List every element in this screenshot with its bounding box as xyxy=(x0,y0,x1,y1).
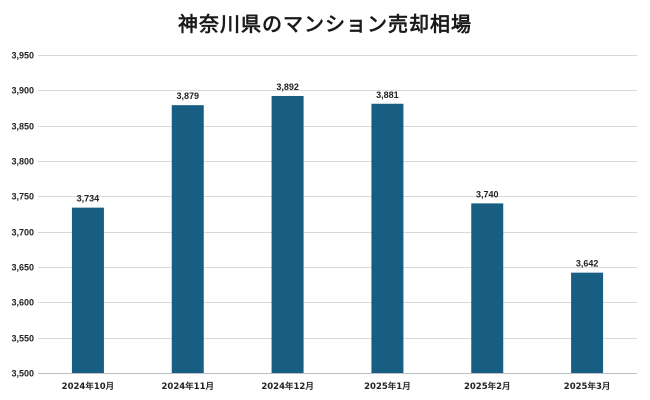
bar xyxy=(271,95,304,373)
data-label: 3,642 xyxy=(576,259,599,269)
y-tick-label: 3,650 xyxy=(11,263,34,273)
x-category-label: 2025年2月 xyxy=(464,381,511,392)
bar xyxy=(571,272,604,373)
y-tick-label: 3,500 xyxy=(11,369,34,379)
x-category-label: 2024年11月 xyxy=(162,381,215,392)
bar xyxy=(471,203,504,373)
y-tick-label: 3,750 xyxy=(11,192,34,202)
gridlines xyxy=(38,55,637,374)
data-labels: 3,734 3,879 3,892 3,881 3,740 3,642 xyxy=(77,82,599,269)
y-tick-label: 3,550 xyxy=(11,334,34,344)
bars xyxy=(71,95,604,373)
y-tick-label: 3,800 xyxy=(11,157,34,167)
data-label: 3,740 xyxy=(476,189,499,199)
x-category-label: 2024年12月 xyxy=(261,381,314,392)
bar xyxy=(71,207,104,373)
bar xyxy=(171,105,204,373)
y-tick-label: 3,700 xyxy=(11,228,34,238)
data-label: 3,734 xyxy=(77,194,100,204)
x-axis-category-labels: 2024年10月 2024年11月 2024年12月 2025年1月 2025年2月 20… xyxy=(62,381,611,392)
y-tick-label: 3,600 xyxy=(11,298,34,308)
x-category-label: 2025年1月 xyxy=(364,381,411,392)
data-label: 3,881 xyxy=(376,90,399,100)
x-category-label: 2025年3月 xyxy=(564,381,611,392)
y-axis-tick-labels: 3,500 3,550 3,600 3,650 3,700 3,750 3,800 3,850… xyxy=(11,51,34,379)
chart-title: 神奈川県のマンション売却相場 xyxy=(178,12,472,36)
y-tick-label: 3,900 xyxy=(11,86,34,96)
data-label: 3,879 xyxy=(176,91,199,101)
y-tick-label: 3,850 xyxy=(11,122,34,132)
x-category-label: 2024年10月 xyxy=(62,381,115,392)
data-label: 3,892 xyxy=(276,82,299,92)
y-tick-label: 3,950 xyxy=(11,51,34,61)
bar xyxy=(371,103,404,373)
